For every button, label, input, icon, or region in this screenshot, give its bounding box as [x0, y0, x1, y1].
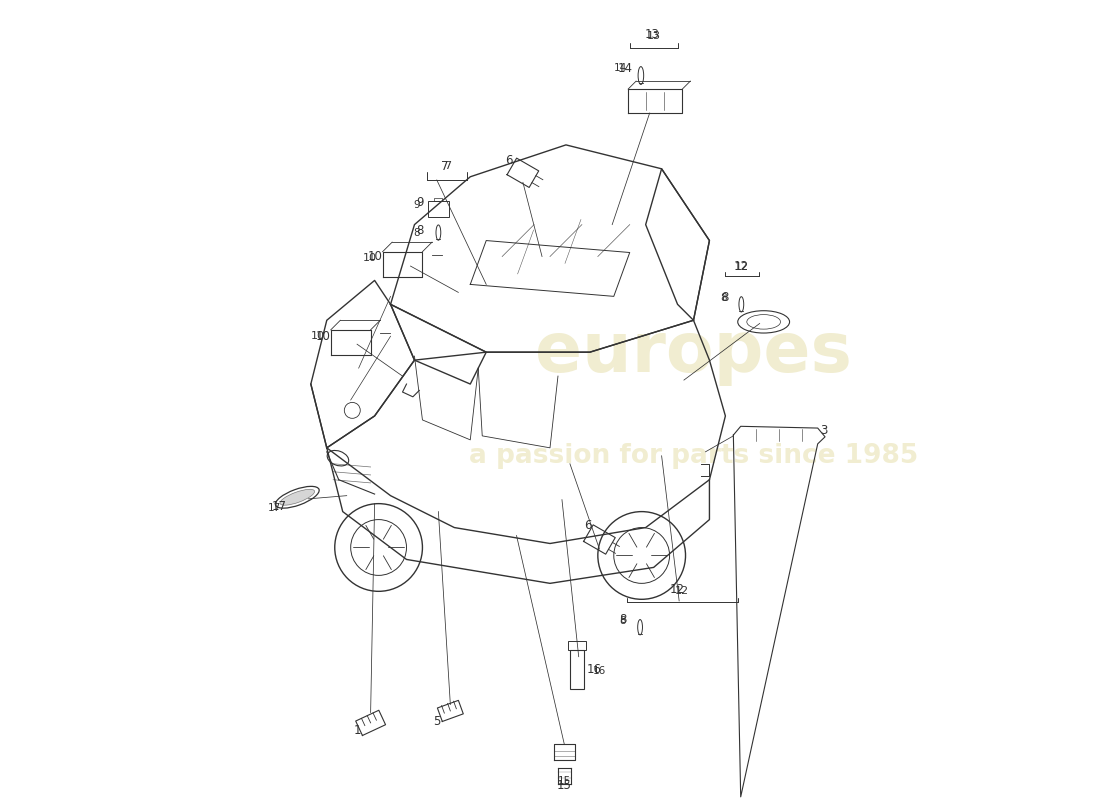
Text: 6: 6 — [584, 519, 591, 533]
Ellipse shape — [280, 490, 315, 506]
Text: 6: 6 — [505, 154, 513, 167]
Text: 12: 12 — [670, 583, 685, 596]
Text: 8: 8 — [619, 616, 626, 626]
Text: europes: europes — [535, 318, 851, 386]
Text: 14: 14 — [617, 62, 632, 75]
Text: a passion for parts since 1985: a passion for parts since 1985 — [469, 443, 918, 469]
Text: 17: 17 — [268, 502, 282, 513]
Text: 12: 12 — [734, 259, 749, 273]
Text: 8: 8 — [414, 227, 420, 238]
Text: 1: 1 — [353, 724, 361, 738]
Text: 8: 8 — [417, 225, 424, 238]
Bar — [428, 201, 449, 217]
Text: 13: 13 — [647, 31, 661, 42]
Text: 10: 10 — [367, 250, 382, 263]
Text: 14: 14 — [614, 63, 627, 74]
Text: 8: 8 — [722, 291, 729, 305]
Text: 5: 5 — [433, 714, 440, 728]
Text: 12: 12 — [675, 586, 690, 596]
Text: 9: 9 — [414, 200, 420, 210]
Text: 10: 10 — [316, 330, 330, 342]
Bar — [570, 650, 584, 689]
Text: 13: 13 — [645, 28, 660, 42]
Text: 8: 8 — [720, 293, 727, 303]
Text: 10: 10 — [311, 331, 326, 342]
Text: 15: 15 — [558, 776, 571, 786]
Text: 3: 3 — [820, 424, 827, 437]
Text: 17: 17 — [272, 500, 286, 514]
Text: 15: 15 — [557, 779, 572, 792]
Text: 8: 8 — [619, 613, 627, 626]
Text: 9: 9 — [416, 196, 424, 209]
Text: 12: 12 — [735, 262, 749, 272]
Bar — [569, 641, 586, 650]
Text: 10: 10 — [363, 253, 377, 263]
Text: 16: 16 — [587, 663, 602, 676]
Text: 16: 16 — [593, 666, 606, 676]
Text: 7: 7 — [441, 160, 449, 173]
Text: 7: 7 — [443, 162, 451, 171]
